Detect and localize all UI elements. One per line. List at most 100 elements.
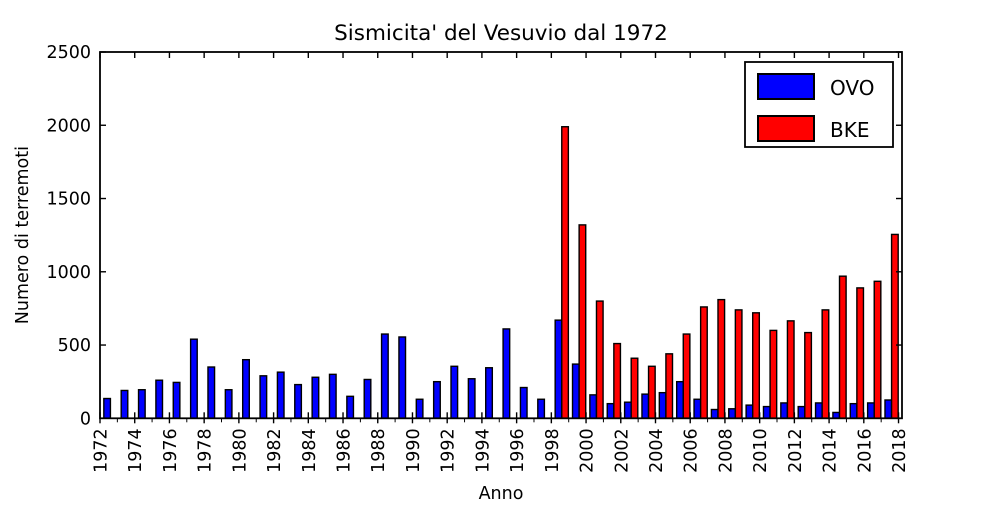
bar-ovo-1999 <box>554 319 563 420</box>
bar-ovo-2001 <box>589 394 598 419</box>
xtick-label-2004: 2004 <box>647 428 667 473</box>
xtick-label-1986: 1986 <box>335 428 355 473</box>
ytick-label-1000: 1000 <box>46 263 91 283</box>
ytick-label-0: 0 <box>80 409 91 429</box>
bar-ovo-1983 <box>276 371 285 419</box>
bar-ovo-2016 <box>849 402 858 419</box>
bar-ovo-1974 <box>120 389 129 419</box>
xtick-label-2006: 2006 <box>682 428 702 473</box>
bar-ovo-2018 <box>884 399 893 419</box>
xtick-label-1976: 1976 <box>161 428 181 473</box>
chart-title: Sismicita' del Vesuvio dal 1972 <box>334 21 668 46</box>
bar-bke-2009 <box>734 309 743 420</box>
xtick-label-1972: 1972 <box>92 428 112 473</box>
bar-bke-2000 <box>578 224 587 420</box>
bar-ovo-1989 <box>380 333 389 419</box>
bar-ovo-2005 <box>658 391 667 420</box>
bar-ovo-2000 <box>571 363 580 419</box>
bar-ovo-1985 <box>311 376 320 419</box>
bar-bke-2003 <box>630 357 639 420</box>
xtick-label-1994: 1994 <box>473 428 493 473</box>
bar-ovo-2006 <box>675 380 684 420</box>
xtick-label-1978: 1978 <box>196 428 216 473</box>
bar-bke-2008 <box>717 298 726 419</box>
bar-ovo-2017 <box>866 402 875 420</box>
legend-swatch-ovo <box>757 73 815 100</box>
bar-ovo-2012 <box>780 402 789 420</box>
legend-swatch-bke <box>757 115 815 142</box>
bar-bke-2015 <box>838 275 847 419</box>
bar-ovo-2014 <box>814 402 823 420</box>
bar-ovo-1991 <box>415 398 424 419</box>
xtick-label-1982: 1982 <box>265 428 285 473</box>
bar-ovo-1978 <box>189 338 198 419</box>
ytick-label-2000: 2000 <box>46 116 91 136</box>
ytick-label-2500: 2500 <box>46 43 91 63</box>
bar-bke-2001 <box>595 300 604 419</box>
bar-ovo-1987 <box>346 395 355 420</box>
bar-ovo-1993 <box>450 365 459 420</box>
xtick-label-2010: 2010 <box>751 428 771 473</box>
bar-bke-2005 <box>665 353 674 419</box>
xtick-label-2002: 2002 <box>612 428 632 473</box>
bar-ovo-2007 <box>693 398 702 419</box>
bar-ovo-1982 <box>259 375 268 419</box>
bar-ovo-2002 <box>606 402 615 419</box>
bar-ovo-1973 <box>103 397 112 419</box>
bar-ovo-1990 <box>398 336 407 420</box>
legend-label-ovo: OVO <box>830 76 874 100</box>
bar-bke-2010 <box>752 312 761 419</box>
xtick-label-2014: 2014 <box>821 428 841 473</box>
xtick-label-2000: 2000 <box>578 428 598 473</box>
bar-ovo-2013 <box>797 405 806 419</box>
bar-ovo-1994 <box>467 378 476 419</box>
ytick-label-500: 500 <box>58 336 91 356</box>
bar-ovo-1981 <box>241 358 250 420</box>
bar-ovo-1998 <box>537 398 546 419</box>
xtick-label-1980: 1980 <box>230 428 250 473</box>
bar-bke-2002 <box>613 342 622 420</box>
bar-ovo-1984 <box>294 383 303 420</box>
bar-bke-2013 <box>804 331 813 419</box>
bar-ovo-1997 <box>519 386 528 419</box>
axes-spines <box>99 51 903 420</box>
bar-ovo-1976 <box>155 379 164 420</box>
bar-bke-1999 <box>561 126 570 420</box>
x-axis-label: Anno <box>479 484 524 504</box>
xtick-label-1990: 1990 <box>404 428 424 473</box>
bar-bke-2012 <box>786 320 795 419</box>
bar-ovo-2008 <box>710 408 719 420</box>
bar-ovo-1992 <box>432 380 441 420</box>
bar-bke-2007 <box>699 306 708 420</box>
bar-ovo-2004 <box>641 393 650 419</box>
xtick-label-2012: 2012 <box>786 428 806 473</box>
xtick-label-1988: 1988 <box>369 428 389 473</box>
xtick-label-1974: 1974 <box>126 428 146 473</box>
bar-ovo-1975 <box>137 389 146 420</box>
bar-bke-2016 <box>856 287 865 419</box>
bar-ovo-1995 <box>485 367 494 419</box>
xtick-label-2018: 2018 <box>890 428 910 473</box>
bar-ovo-1988 <box>363 378 372 420</box>
bar-bke-2006 <box>682 333 691 419</box>
bar-bke-2004 <box>647 365 656 420</box>
xtick-label-1984: 1984 <box>300 428 320 473</box>
bar-ovo-2009 <box>728 408 737 419</box>
bar-ovo-2010 <box>745 404 754 419</box>
xtick-label-1998: 1998 <box>543 428 563 473</box>
bar-bke-2017 <box>873 280 882 419</box>
bar-ovo-1980 <box>224 389 233 420</box>
bar-ovo-1979 <box>207 366 216 419</box>
ytick-label-1500: 1500 <box>46 190 91 210</box>
xtick-label-2008: 2008 <box>716 428 736 473</box>
xtick-label-1996: 1996 <box>508 428 528 473</box>
xtick-label-1992: 1992 <box>439 428 459 473</box>
y-axis-label: Numero di terremoti <box>13 146 33 324</box>
legend-label-bke: BKE <box>830 118 869 142</box>
bar-ovo-2003 <box>623 401 632 419</box>
bar-bke-2018 <box>890 233 899 420</box>
bar-ovo-1977 <box>172 381 181 419</box>
bar-ovo-1996 <box>502 328 511 420</box>
